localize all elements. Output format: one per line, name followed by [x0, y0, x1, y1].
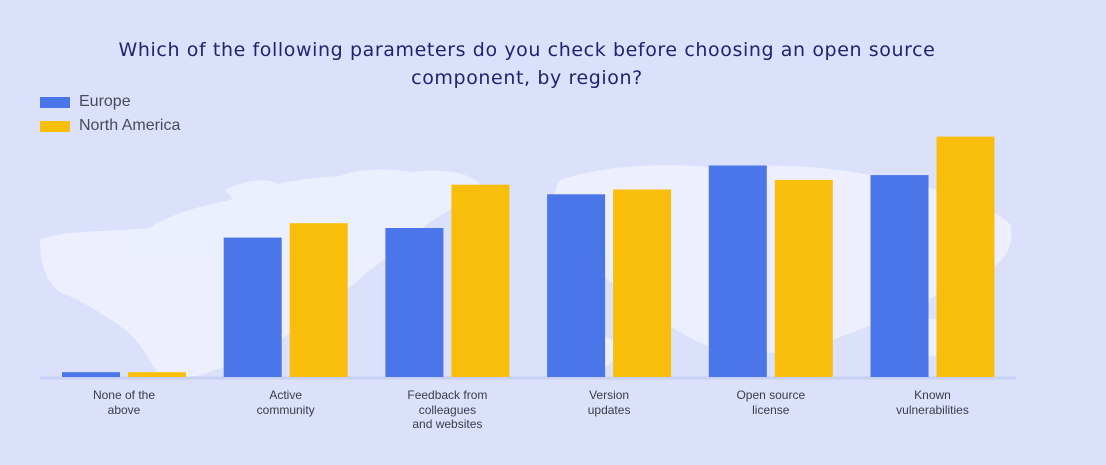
bar-north-america[interactable] [128, 372, 186, 377]
bar-group [62, 136, 995, 378]
legend-swatch-north-america [40, 120, 70, 132]
legend-label-europe: Europe [79, 93, 131, 110]
bar-north-america[interactable] [936, 136, 995, 377]
bar-north-america[interactable] [774, 179, 833, 377]
bar-europe[interactable] [385, 228, 444, 377]
x-tick-label: Active community [256, 388, 315, 417]
bar-europe[interactable] [708, 165, 767, 378]
x-tick-label: Feedback from colleagues and websites [407, 388, 488, 431]
bar-north-america[interactable] [451, 184, 510, 377]
bar-north-america[interactable] [613, 189, 672, 378]
legend-label-north-america: North America [79, 117, 181, 134]
legend: Europe North America [40, 90, 180, 138]
bar-europe[interactable] [547, 194, 606, 377]
bar-north-america[interactable] [289, 223, 348, 377]
x-tick-label: Open source license [736, 388, 806, 417]
legend-item-north-america[interactable]: North America [40, 114, 180, 138]
x-tick-label: None of the above [92, 388, 156, 417]
bar-europe[interactable] [223, 237, 282, 377]
legend-swatch-europe [40, 96, 70, 108]
legend-item-europe[interactable]: Europe [40, 90, 180, 114]
world-map-background [40, 165, 1012, 378]
x-tick-label: Version updates [587, 388, 631, 417]
chart-title: Which of the following parameters do you… [118, 39, 936, 89]
bar-europe[interactable] [62, 372, 120, 377]
bar-europe[interactable] [870, 175, 929, 377]
x-tick-label: Known vulnerabilities [896, 388, 969, 417]
